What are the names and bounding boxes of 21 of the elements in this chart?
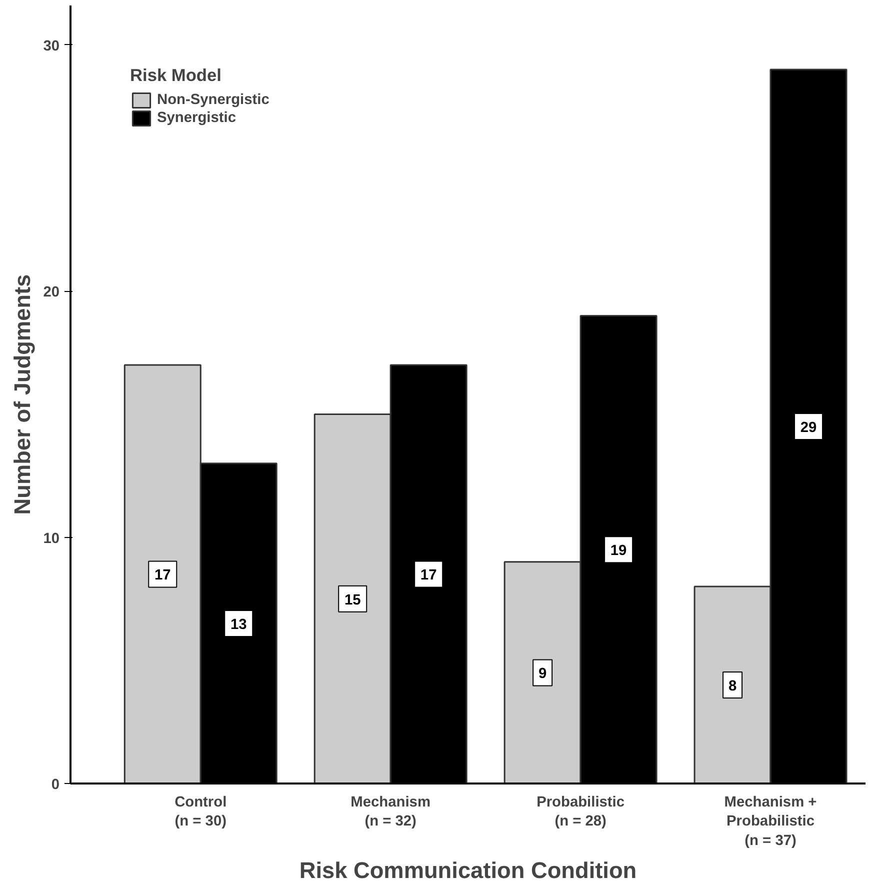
x-tick-label: Mechanism (n = 32)	[350, 794, 431, 830]
legend-label: Synergistic	[157, 110, 236, 126]
legend-title: Risk Model	[130, 65, 222, 86]
data-label: 13	[230, 616, 247, 633]
data-label: 9	[538, 666, 547, 682]
y-axis-title: Number of Judgments	[9, 274, 36, 515]
y-tick-label: 0	[51, 777, 60, 793]
y-tick-label: 20	[43, 284, 60, 301]
x-tick-label: Probabilistic (n = 28)	[536, 794, 625, 830]
y-tick-label: 10	[43, 530, 60, 547]
data-label: 17	[420, 568, 437, 584]
x-tick-label: Mechanism + Probabilistic (n = 37)	[724, 794, 817, 849]
data-label: 15	[344, 592, 361, 608]
x-tick-label: Control (n = 30)	[174, 794, 227, 830]
data-label: 29	[800, 420, 817, 436]
y-tick-label: 30	[43, 38, 60, 54]
x-axis-title: Risk Communication Condition	[299, 856, 637, 883]
legend-label: Non-Synergistic	[157, 92, 270, 108]
data-label: 19	[610, 543, 627, 560]
data-label: 17	[154, 568, 171, 584]
data-label: 8	[728, 678, 737, 695]
